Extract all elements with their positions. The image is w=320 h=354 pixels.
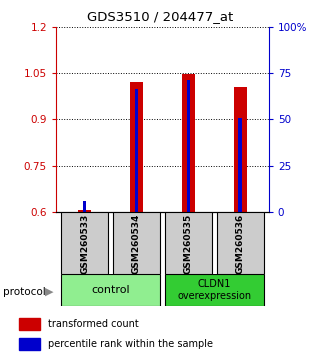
Bar bbox=[113, 212, 160, 274]
Text: GSM260535: GSM260535 bbox=[184, 213, 193, 274]
Bar bbox=[165, 212, 212, 274]
Bar bbox=[83, 201, 86, 212]
Text: percentile rank within the sample: percentile rank within the sample bbox=[48, 339, 213, 349]
Bar bbox=[61, 274, 160, 306]
Text: CLDN1
overexpression: CLDN1 overexpression bbox=[177, 279, 252, 301]
Text: control: control bbox=[91, 285, 130, 295]
Bar bbox=[187, 80, 190, 212]
Bar bbox=[135, 88, 138, 212]
Bar bbox=[19, 318, 40, 330]
Text: GDS3510 / 204477_at: GDS3510 / 204477_at bbox=[87, 10, 233, 23]
Bar bbox=[61, 212, 108, 274]
Bar bbox=[234, 87, 247, 212]
Bar bbox=[78, 210, 91, 212]
Bar bbox=[238, 118, 242, 212]
Text: GSM260536: GSM260536 bbox=[236, 213, 245, 274]
Bar bbox=[182, 74, 195, 212]
Text: GSM260533: GSM260533 bbox=[80, 213, 89, 274]
Text: GSM260534: GSM260534 bbox=[132, 213, 141, 274]
Bar bbox=[217, 212, 264, 274]
Text: protocol: protocol bbox=[3, 287, 46, 297]
Text: ▶: ▶ bbox=[45, 287, 54, 297]
Bar bbox=[165, 274, 264, 306]
Bar bbox=[19, 338, 40, 350]
Text: transformed count: transformed count bbox=[48, 319, 139, 329]
Bar bbox=[130, 82, 143, 212]
